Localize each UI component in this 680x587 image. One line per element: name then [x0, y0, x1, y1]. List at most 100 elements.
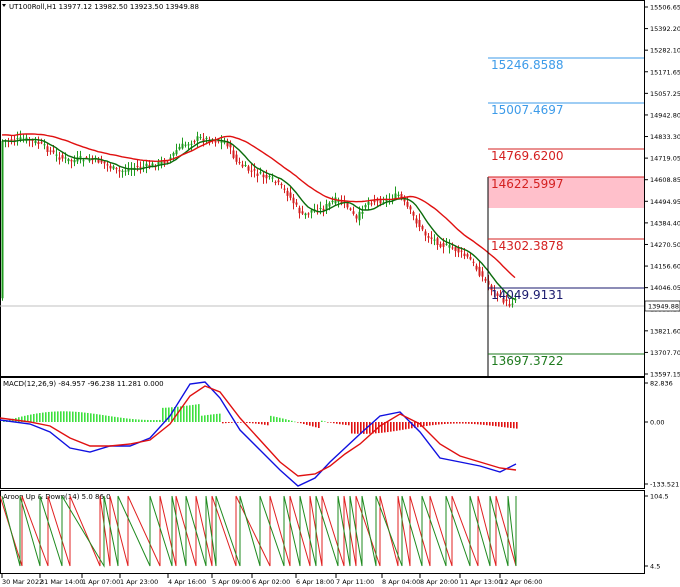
time-label: 4 Apr 16:00 [168, 578, 206, 586]
candle-body [136, 165, 139, 167]
macd-histogram-bar [90, 413, 92, 422]
macd-histogram-bar [330, 422, 332, 423]
macd-histogram-bar [321, 420, 323, 422]
macd-histogram-bar [324, 421, 326, 423]
macd-histogram-bar [423, 422, 425, 427]
candle-body [31, 139, 34, 141]
macd-histogram-bar [75, 411, 77, 422]
candle-body [268, 175, 271, 177]
candle-body [166, 161, 169, 163]
candle-body [250, 170, 253, 172]
macd-histogram-bar [363, 422, 365, 434]
time-label: 11 Apr 13:00 [460, 578, 502, 586]
candle-body [349, 208, 352, 210]
macd-histogram-bar [165, 407, 167, 422]
time-label: 31 Mar 14:00 [40, 578, 83, 586]
macd-histogram-bar [408, 422, 410, 429]
candle-body [55, 154, 58, 156]
candle-body [415, 218, 418, 224]
candle-body [409, 206, 412, 210]
candle-body [253, 169, 256, 171]
macd-histogram-bar [126, 418, 128, 422]
level-label: 14302.3878 [491, 239, 564, 253]
candle-body [70, 160, 73, 162]
candle-body [289, 192, 292, 198]
candle-body [463, 253, 466, 257]
macd-histogram-bar [30, 414, 32, 422]
macd-histogram-bar [309, 422, 311, 426]
candle-body [427, 236, 430, 238]
candle-body [352, 211, 355, 214]
price-tick-label: 14384.40 [650, 219, 680, 227]
macd-histogram-bar [450, 422, 452, 424]
candle-body [373, 200, 376, 203]
candle-body [103, 161, 106, 164]
level-label: 15246.8588 [491, 58, 564, 72]
macd-histogram-bar [111, 416, 113, 422]
macd-histogram-bar [336, 422, 338, 424]
price-tick-label: 14608.85 [650, 176, 680, 184]
current-price-label: 13949.88 [648, 303, 679, 311]
macd-histogram-bar [225, 422, 227, 424]
macd-histogram-bar [216, 413, 218, 422]
macd-histogram-bar [510, 422, 512, 428]
candle-body [346, 202, 349, 208]
candle-body [397, 194, 400, 197]
aroon-pane-frame [0, 490, 645, 574]
macd-histogram-bar [333, 422, 335, 424]
candle-body [325, 204, 328, 210]
macd-histogram-bar [318, 422, 320, 428]
current-price-box [644, 300, 680, 312]
candle-body [202, 138, 205, 142]
moving-average-slow [1, 133, 516, 279]
candle-body [430, 237, 433, 239]
candle-body [163, 161, 166, 164]
macd-histogram-bar [102, 415, 104, 422]
aroon-tick-label: 4.5 [650, 563, 660, 571]
candle-body [337, 200, 340, 203]
candle-body [478, 266, 481, 276]
macd-histogram-bar [315, 422, 317, 428]
candle-body [385, 199, 388, 202]
candle-body [172, 152, 175, 156]
macd-histogram-bar [162, 407, 164, 422]
macd-histogram-bar [390, 422, 392, 432]
macd-histogram-bar [300, 422, 302, 424]
price-tick-label: 14719.05 [650, 155, 680, 163]
candles-group [1, 130, 517, 308]
price-tick-label: 15282.10 [650, 47, 680, 55]
candle-body [448, 245, 451, 248]
macd-histogram-bar [39, 413, 41, 422]
candle-body [205, 137, 208, 140]
price-tick-label: 13707.70 [650, 349, 680, 357]
candle-body [79, 156, 82, 159]
candle-body [73, 159, 76, 163]
time-label: 6 Apr 02:00 [252, 578, 290, 586]
candle-body [283, 188, 286, 190]
candle-body [469, 256, 472, 260]
level-label: 14769.6200 [491, 149, 564, 163]
macd-histogram-bar [141, 419, 143, 422]
macd-histogram-bar [174, 407, 176, 422]
price-tick-label: 14942.80 [650, 111, 680, 119]
candle-body [37, 142, 40, 144]
candle-body [421, 226, 424, 230]
macd-histogram-bar [453, 422, 455, 424]
macd-histogram-bar [195, 404, 197, 422]
candle-body [286, 190, 289, 196]
price-tick-label: 14494.95 [650, 198, 680, 206]
macd-histogram-bar [270, 415, 272, 422]
level-label: 13697.3722 [491, 354, 564, 368]
moving-average-fast [1, 138, 516, 300]
macd-histogram-bar [246, 422, 248, 423]
candle-body [229, 143, 232, 148]
macd-histogram-bar [150, 420, 152, 422]
macd-histogram-bar [129, 418, 131, 422]
macd-histogram-bar [81, 412, 83, 422]
macd-histogram-bar [117, 417, 119, 422]
candle-body [244, 165, 247, 167]
candle-body [298, 207, 301, 214]
price-tick-label: 15057.25 [650, 90, 680, 98]
macd-histogram-bar [252, 422, 254, 424]
